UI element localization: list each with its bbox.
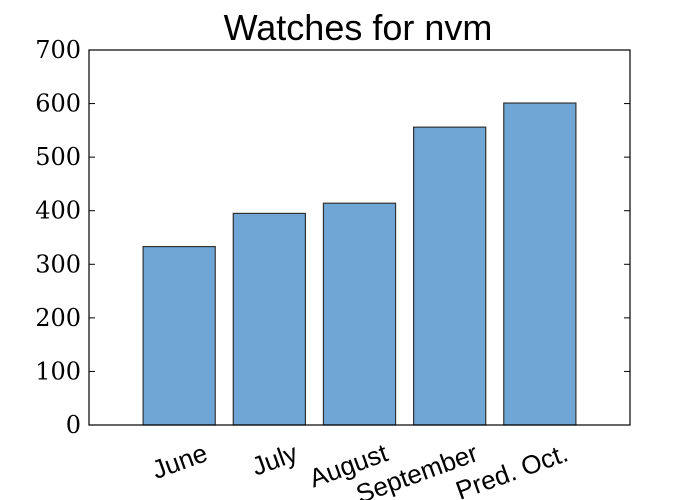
plot-frame [88,49,631,426]
y-tick-label: 700 [35,36,81,64]
bar-july [232,212,306,426]
y-tick-label: 500 [35,143,81,171]
y-tick-label: 0 [66,411,81,439]
y-tick-label: 200 [35,304,81,332]
y-tick-label: 600 [35,90,81,118]
y-tick-label: 400 [35,197,81,225]
bar-june [142,246,216,426]
y-tick-label: 100 [35,357,81,385]
bar-pred-oct [503,102,577,426]
bars-layer [142,102,577,426]
y-tick-labels: 0 100 200 300 400 500 600 700 [35,36,81,439]
chart-title: Watches for nvm [224,7,493,48]
x-tick-label: July [248,437,302,481]
bar-august [322,202,397,426]
bar-september [413,126,487,426]
y-tick-label: 300 [35,250,81,278]
x-tick-label: June [148,437,211,484]
ticks-layer [89,49,630,426]
